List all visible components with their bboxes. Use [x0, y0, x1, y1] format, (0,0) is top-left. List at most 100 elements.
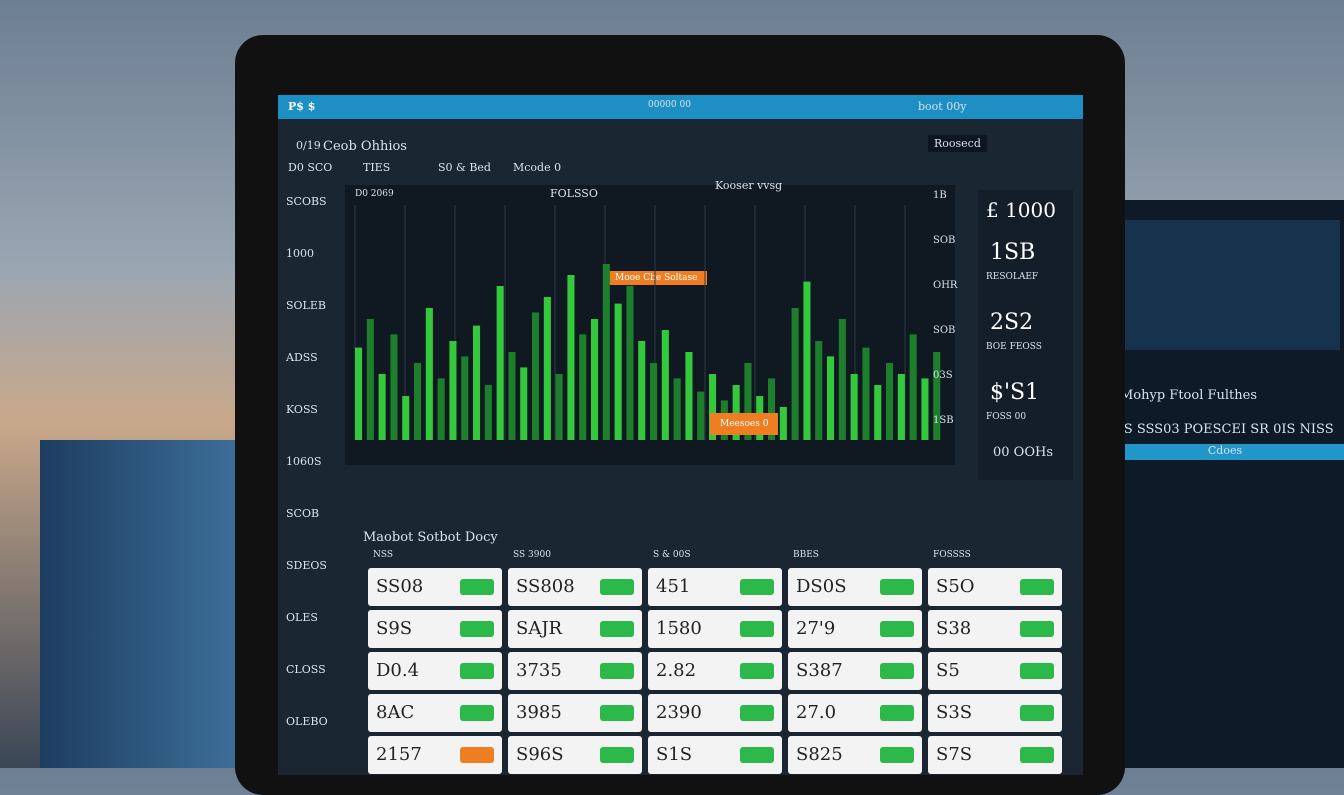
card: S387	[788, 652, 922, 690]
bar	[461, 356, 469, 440]
sidebar-item: CLOSS	[286, 663, 326, 676]
button[interactable]	[740, 621, 774, 637]
sidebar-item: 1000	[286, 247, 314, 260]
bar	[661, 330, 669, 440]
bar	[709, 374, 717, 440]
card: S38	[928, 610, 1062, 648]
button[interactable]	[1020, 579, 1054, 595]
card: SS808	[508, 568, 642, 606]
card-value: SS808	[516, 576, 575, 597]
stats-bottom: 00 OOHs	[993, 445, 1053, 460]
bar	[508, 352, 516, 440]
card: S5O	[928, 568, 1062, 606]
tab: Mcode 0	[513, 161, 562, 174]
sidebar-item: ADSS	[286, 351, 318, 364]
card-value: S9S	[376, 618, 413, 639]
card-value: S5O	[936, 576, 975, 597]
card: S3S	[928, 694, 1062, 732]
search[interactable]: Roosecd	[928, 135, 987, 152]
button[interactable]	[600, 621, 634, 637]
button[interactable]	[1020, 705, 1054, 721]
sidebar-item: KOSS	[286, 403, 318, 416]
bar	[496, 286, 504, 440]
bar	[614, 303, 622, 440]
button[interactable]	[740, 747, 774, 763]
button[interactable]	[460, 747, 494, 763]
bar	[591, 319, 599, 440]
card: S1S	[648, 736, 782, 774]
card-value: SS08	[376, 576, 424, 597]
card: SAJR	[508, 610, 642, 648]
button[interactable]	[600, 747, 634, 763]
bar	[425, 308, 433, 440]
button[interactable]	[460, 579, 494, 595]
button[interactable]	[880, 747, 914, 763]
card-value: S7S	[936, 744, 973, 765]
bar	[366, 319, 374, 440]
bar	[815, 341, 823, 440]
button[interactable]	[880, 663, 914, 679]
button[interactable]	[1020, 663, 1054, 679]
scale-label: 1B	[933, 190, 947, 201]
button[interactable]	[460, 705, 494, 721]
stat-label: RESOLAEF	[986, 272, 1039, 282]
chart-label: FOLSSO	[550, 187, 598, 200]
button[interactable]	[740, 705, 774, 721]
stat-label: FOSS 00	[986, 412, 1027, 422]
bar	[638, 341, 646, 440]
tabs: D0 SCO TIES S0 & Bed Mcode 0	[288, 161, 588, 181]
button[interactable]	[880, 621, 914, 637]
column-header: S & 00S	[653, 550, 691, 560]
sidebar-item: SDEOS	[286, 559, 327, 572]
bar	[862, 347, 870, 440]
card-value: 2.82	[656, 660, 697, 681]
bar	[543, 297, 551, 440]
scale-label: SOB	[933, 235, 956, 246]
stats-panel: £ 1000 1SB RESOLAEF 2S2 BOE FEOSS $'S1 FOSS 0…	[978, 190, 1073, 480]
stat-value: $'S1	[990, 380, 1040, 405]
stat-value: 2S2	[990, 310, 1034, 335]
button[interactable]	[600, 663, 634, 679]
card-value: S38	[936, 618, 972, 639]
bar	[838, 319, 846, 440]
button[interactable]	[740, 663, 774, 679]
card-value: 8AC	[376, 702, 415, 723]
chart-title: Kooser vvsg	[715, 179, 783, 192]
button[interactable]	[600, 705, 634, 721]
button[interactable]	[1020, 621, 1054, 637]
card-value: DS0S	[796, 576, 847, 597]
bar	[732, 385, 740, 440]
bar	[567, 275, 575, 440]
bar	[673, 378, 681, 440]
bar	[378, 374, 386, 440]
scale-label: 1SB	[933, 415, 954, 426]
panel-title: Maobot Sotbot Docy	[363, 530, 498, 545]
card: S5	[928, 652, 1062, 690]
bar	[779, 407, 787, 440]
bar	[697, 391, 705, 440]
column-header: SS 3900	[513, 550, 551, 560]
chart-tag: D0 2069	[355, 189, 394, 199]
bar	[650, 363, 658, 440]
button[interactable]	[880, 705, 914, 721]
chart-badge: Meesoes 0	[710, 413, 779, 435]
tab: TIES	[363, 161, 391, 174]
button[interactable]	[460, 663, 494, 679]
button[interactable]	[740, 579, 774, 595]
button[interactable]	[600, 579, 634, 595]
card: DS0S	[788, 568, 922, 606]
top-center: 00000 00	[648, 100, 691, 110]
card: D0.4	[368, 652, 502, 690]
card: SS08	[368, 568, 502, 606]
button[interactable]	[880, 579, 914, 595]
app-code: 0/19	[296, 139, 321, 152]
button[interactable]	[1020, 747, 1054, 763]
button[interactable]	[460, 621, 494, 637]
monitor-line: VVS SSS03 POESCEI SR 0IS NISS	[1105, 422, 1334, 437]
bar	[449, 341, 457, 440]
sidebar-item: 1060S	[286, 455, 322, 468]
card: S7S	[928, 736, 1062, 774]
card-value: 2157	[376, 744, 422, 765]
bar	[874, 385, 882, 440]
bar	[355, 347, 363, 440]
